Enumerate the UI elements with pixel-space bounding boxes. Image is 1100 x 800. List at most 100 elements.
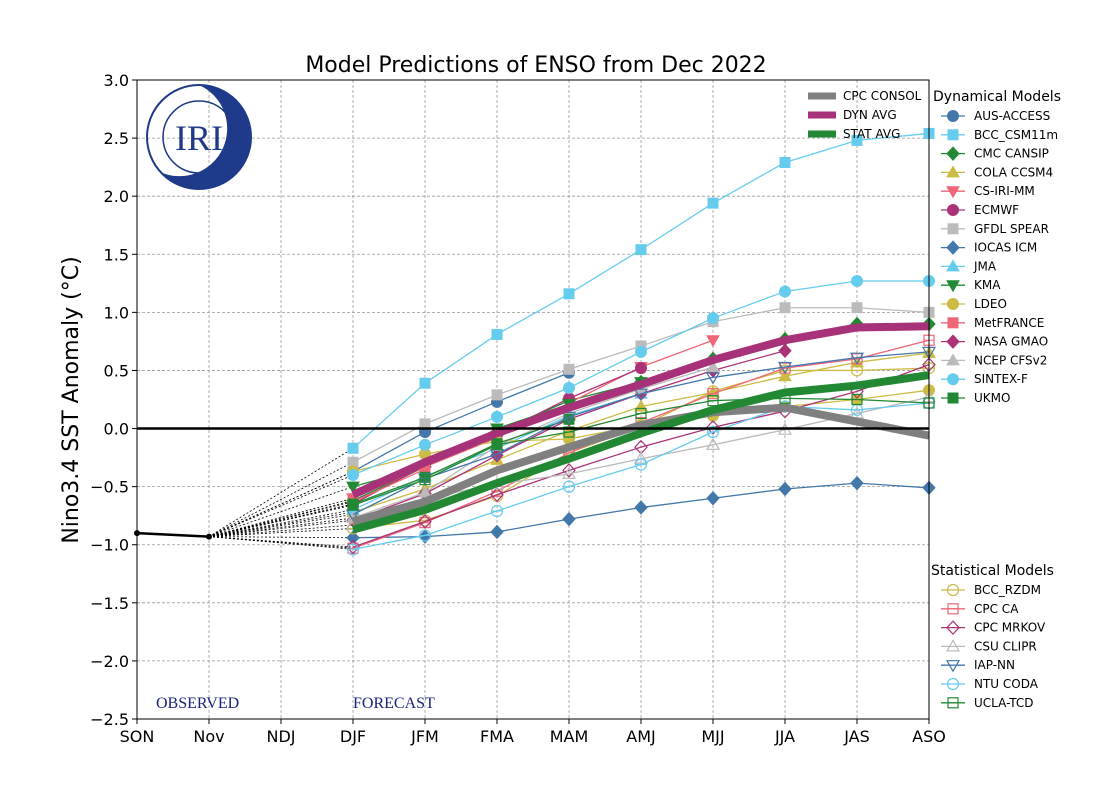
connector-line: [208, 517, 354, 537]
legend-marker: [946, 280, 960, 293]
chart-title: Model Predictions of ENSO from Dec 2022: [305, 53, 766, 78]
data-point: [635, 362, 647, 375]
legend-label: UKMO: [974, 391, 1010, 405]
x-tick-label: FMA: [480, 727, 514, 746]
legend-label: GFDL SPEAR: [974, 222, 1049, 236]
data-point: [779, 156, 791, 168]
legend-marker: [945, 639, 961, 652]
data-point: [706, 425, 720, 439]
series-sintex-f: [347, 274, 935, 482]
y-tick-label: −0.5: [90, 478, 129, 497]
legend-label: LDEO: [974, 297, 1007, 311]
series-line: [352, 418, 570, 505]
data-point: [778, 481, 792, 497]
x-tick-label: NDJ: [266, 727, 295, 746]
connector-line: [208, 536, 354, 539]
y-tick-label: −1.0: [90, 536, 129, 555]
connector-line: [208, 504, 354, 537]
data-point: [707, 197, 719, 209]
connector-line: [208, 528, 354, 537]
legend-marker: [945, 660, 961, 673]
x-tick-label: JAS: [843, 727, 870, 746]
avg-line-cpc-consol: [351, 403, 930, 526]
observed-point: [206, 533, 212, 540]
legend-label: COLA CCSM4: [974, 165, 1053, 179]
data-point: [347, 442, 359, 454]
y-tick-label: −1.5: [90, 594, 129, 613]
logo-inner-ring: [162, 100, 236, 174]
data-point: [346, 530, 360, 545]
legend-label: IOCAS ICM: [974, 241, 1037, 255]
data-point: [490, 504, 504, 518]
data-point: [490, 487, 504, 503]
connector-line: [208, 509, 354, 537]
series-line: [352, 351, 930, 516]
legend-marker: [946, 677, 960, 691]
data-point: [778, 343, 792, 358]
y-tick-label: −2.5: [90, 710, 129, 729]
data-point: [563, 288, 575, 300]
legend-label: AUS-ACCESS: [974, 109, 1050, 123]
legend-label: CPC CA: [974, 602, 1019, 616]
y-tick-label: 1.5: [104, 245, 129, 264]
data-point: [851, 302, 863, 314]
legend-label: NTU CODA: [974, 677, 1039, 691]
data-point: [491, 410, 503, 423]
data-point: [563, 381, 575, 394]
logo-text: IRI: [175, 118, 223, 158]
data-point: [851, 134, 863, 146]
legend-label: KMA: [974, 278, 1001, 292]
data-point: [851, 274, 863, 287]
data-point: [633, 388, 649, 401]
legend-marker: [947, 392, 959, 404]
y-tick-label: 2.5: [104, 129, 129, 148]
data-point: [635, 244, 647, 256]
legend-label: BCC_RZDM: [974, 583, 1041, 597]
iri-logo: IRI: [146, 84, 252, 190]
forecast-connectors: [208, 447, 354, 550]
legend-label: CMC CANSIP: [974, 147, 1049, 161]
statistical-legend-title: Statistical Models: [931, 563, 1054, 579]
legend-marker: [946, 165, 960, 178]
data-point: [633, 451, 649, 464]
legend-marker: [946, 334, 960, 349]
statistical-models-legend: Statistical Models BCC_RZDM CPC CA CPC MRK…: [931, 563, 1054, 710]
legend-marker: [947, 317, 959, 329]
observed-line: [136, 531, 210, 538]
data-point: [418, 514, 432, 529]
connector-line: [208, 497, 354, 537]
data-point: [491, 389, 503, 401]
data-point: [419, 438, 431, 451]
x-tick-label: DJF: [340, 727, 366, 746]
x-tick-label: MJJ: [701, 727, 724, 746]
data-point: [707, 312, 719, 325]
observed-annotation: OBSERVED: [156, 695, 239, 712]
data-point: [634, 458, 648, 471]
y-tick-label: 0.5: [104, 361, 129, 380]
series-bcc-csm11m: [347, 127, 935, 454]
plot-frame: [136, 79, 930, 720]
x-tick-label: Nov: [193, 727, 224, 746]
data-point: [346, 543, 360, 556]
legend-label: JMA: [973, 259, 997, 273]
data-point: [706, 419, 720, 435]
series-ucla-tcd: [347, 392, 935, 511]
x-tick-label: JFM: [410, 727, 439, 746]
dynamical-models-legend: Dynamical Models AUS-ACCESS BCC_CSM11m CMC…: [933, 89, 1061, 405]
data-point: [706, 359, 720, 372]
avg-line-dyn-avg: [351, 322, 930, 499]
connector-line: [208, 514, 354, 537]
legend-marker: [947, 373, 959, 386]
legend-marker: [946, 620, 960, 635]
y-tick-label: 1.0: [104, 303, 129, 322]
data-point: [779, 302, 791, 314]
data-point: [777, 361, 793, 375]
y-tick-label: 2.0: [104, 187, 129, 206]
series-ukmo: [347, 413, 575, 510]
data-point: [705, 437, 721, 450]
series-line: [352, 364, 930, 548]
y-tick-label: −2.0: [90, 652, 129, 671]
data-point: [561, 466, 577, 479]
y-tick-label: 0.0: [104, 420, 129, 439]
